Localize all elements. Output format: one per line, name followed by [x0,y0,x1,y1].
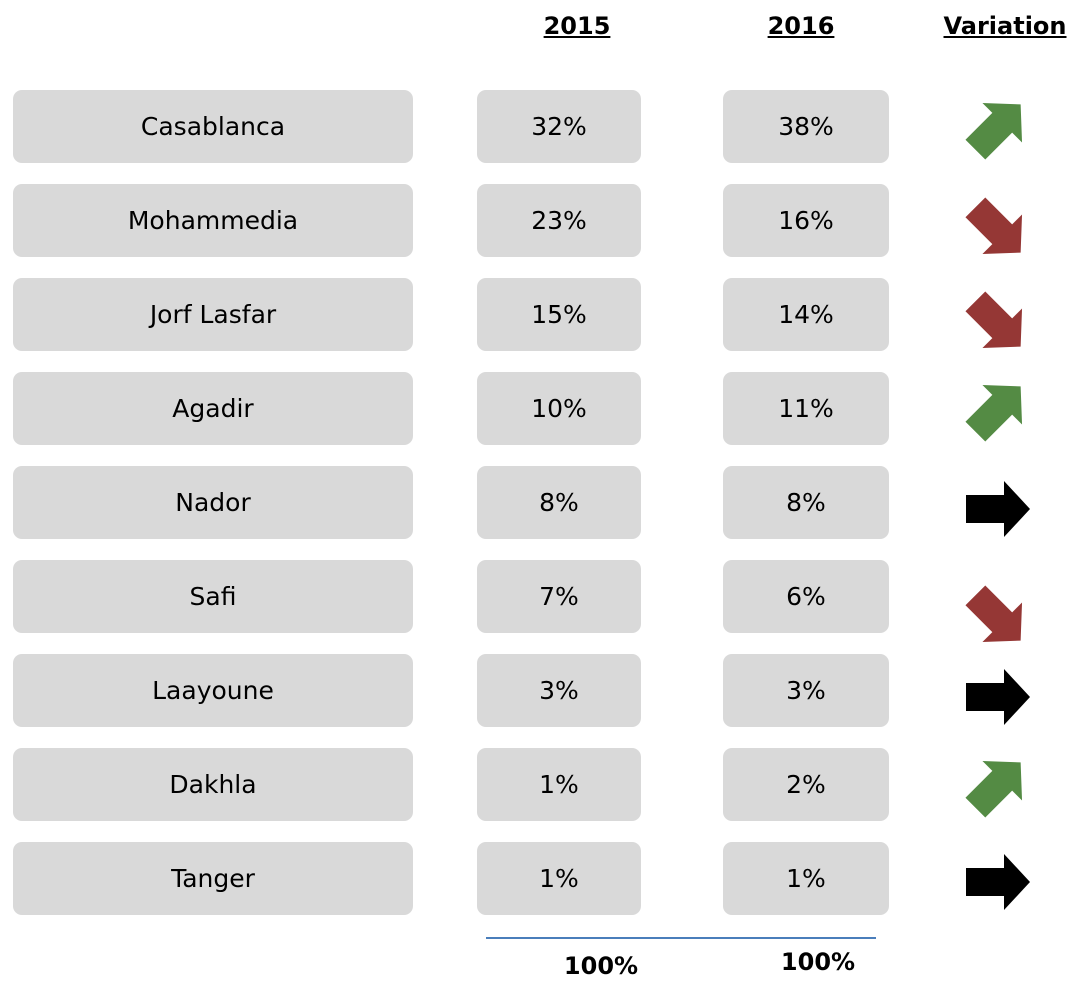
city-cell: Jorf Lasfar [13,278,413,351]
city-cell: Safi [13,560,413,633]
arrow-down [965,291,1023,349]
total-2015: 100% [563,952,639,980]
share-2015-cell: 10% [477,372,641,445]
share-2016-cell: 2% [723,748,889,821]
arrow-flat [966,669,1030,725]
share-2016-cell: 38% [723,90,889,163]
share-2016-cell: 3% [723,654,889,727]
share-2016-cell: 16% [723,184,889,257]
share-2015-cell: 15% [477,278,641,351]
city-cell: Casablanca [13,90,413,163]
arrow-flat [966,854,1030,910]
arrow-up [965,384,1023,442]
share-2016-cell: 1% [723,842,889,915]
city-cell: Laayoune [13,654,413,727]
share-2015-cell: 7% [477,560,641,633]
arrow-flat [966,481,1030,537]
share-2016-cell: 6% [723,560,889,633]
share-2015-cell: 1% [477,748,641,821]
arrow-down [965,197,1023,255]
arrow-up [965,102,1023,160]
total-2016: 100% [780,948,856,976]
arrow-up [965,760,1023,818]
city-cell: Mohammedia [13,184,413,257]
city-cell: Agadir [13,372,413,445]
total-rule [486,937,876,939]
header-2015: 2015 [543,12,611,40]
share-2015-cell: 3% [477,654,641,727]
header-2016: 2016 [767,12,835,40]
share-2015-cell: 1% [477,842,641,915]
share-2015-cell: 23% [477,184,641,257]
share-2015-cell: 8% [477,466,641,539]
share-2016-cell: 14% [723,278,889,351]
share-2016-cell: 11% [723,372,889,445]
city-cell: Dakhla [13,748,413,821]
header-variation: Variation [943,12,1067,40]
share-2015-cell: 32% [477,90,641,163]
city-cell: Nador [13,466,413,539]
share-2016-cell: 8% [723,466,889,539]
city-cell: Tanger [13,842,413,915]
arrow-down [965,585,1023,643]
